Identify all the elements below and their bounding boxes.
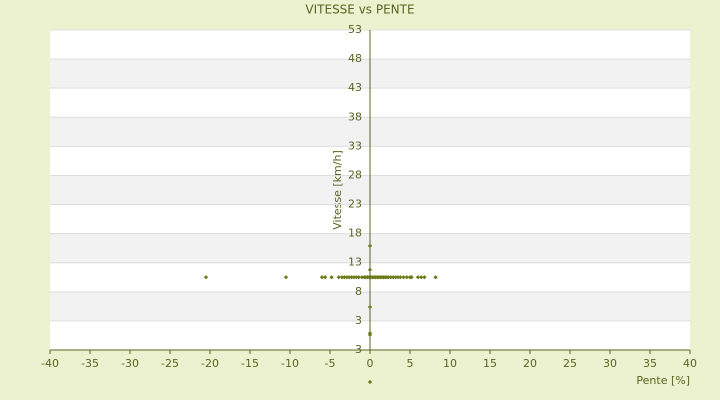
x-tick-label: 20 xyxy=(523,357,537,370)
y-tick-label: 8 xyxy=(355,285,362,298)
scatter-point xyxy=(354,275,359,280)
scatter-point xyxy=(422,275,427,280)
scatter-point xyxy=(367,267,373,272)
scatter-point xyxy=(367,331,373,336)
x-axis-label: Pente [%] xyxy=(636,374,690,387)
y-tick-label: 28 xyxy=(348,168,362,181)
scatter-point xyxy=(433,275,438,280)
scatter-point xyxy=(336,275,341,280)
scatter-point xyxy=(393,275,398,280)
x-tick-label: -5 xyxy=(325,357,336,370)
x-tick-label: 0 xyxy=(367,357,374,370)
chart-title: VITESSE vs PENTE xyxy=(305,3,414,17)
scatter-point xyxy=(356,275,361,280)
y-tick-label: 33 xyxy=(348,139,362,152)
y-tick-label: 53 xyxy=(348,23,362,36)
scatter-point xyxy=(203,275,209,280)
scatter-point xyxy=(339,275,345,280)
scatter-point xyxy=(329,275,334,280)
scatter-point xyxy=(391,275,396,280)
scatter-point xyxy=(344,275,349,280)
x-tick-label: -30 xyxy=(121,357,139,370)
scatter-point xyxy=(283,275,289,280)
scatter-point xyxy=(347,275,352,280)
scatter-point xyxy=(415,275,421,280)
scatter-point xyxy=(349,275,354,280)
scatter-point xyxy=(386,275,391,280)
x-tick-label: 10 xyxy=(443,357,457,370)
y-tick-label: 23 xyxy=(348,198,362,211)
scatter-point xyxy=(359,275,365,280)
scatter-point xyxy=(404,275,409,280)
x-tick-label: -10 xyxy=(281,357,299,370)
x-tick-label: 5 xyxy=(407,357,414,370)
y-tick-label: 18 xyxy=(348,227,362,240)
scatter-point xyxy=(367,304,373,310)
x-tick-label: 15 xyxy=(483,357,497,370)
y-tick-label: 43 xyxy=(348,81,362,94)
scatter-point xyxy=(342,275,347,280)
scatter-point xyxy=(409,275,414,280)
scatter-point xyxy=(395,275,401,280)
x-tick-label: 40 xyxy=(683,357,697,370)
scatter-point xyxy=(351,275,357,280)
scatter-point xyxy=(398,275,403,280)
scatter-point xyxy=(388,275,393,280)
scatter-point xyxy=(319,275,325,280)
y-tick-label: 13 xyxy=(348,256,362,269)
y-axis-label: Vitesse [km/h] xyxy=(331,150,344,230)
scatter-point xyxy=(419,275,424,280)
scatter-point xyxy=(367,243,373,248)
y-tick-label: 48 xyxy=(348,52,362,65)
x-tick-label: 25 xyxy=(563,357,577,370)
y-tick-label: 3 xyxy=(355,314,362,327)
y-tick-label: 38 xyxy=(348,110,362,123)
x-tick-label: 30 xyxy=(603,357,617,370)
x-tick-label: -15 xyxy=(241,357,259,370)
scatter-point xyxy=(323,275,328,280)
scatter-point xyxy=(401,275,406,280)
x-tick-label: -20 xyxy=(201,357,219,370)
x-tick-label: -25 xyxy=(161,357,179,370)
x-tick-label: 35 xyxy=(643,357,657,370)
scatter-point xyxy=(367,379,373,385)
x-tick-label: -40 xyxy=(41,357,59,370)
x-tick-label: -35 xyxy=(81,357,99,370)
